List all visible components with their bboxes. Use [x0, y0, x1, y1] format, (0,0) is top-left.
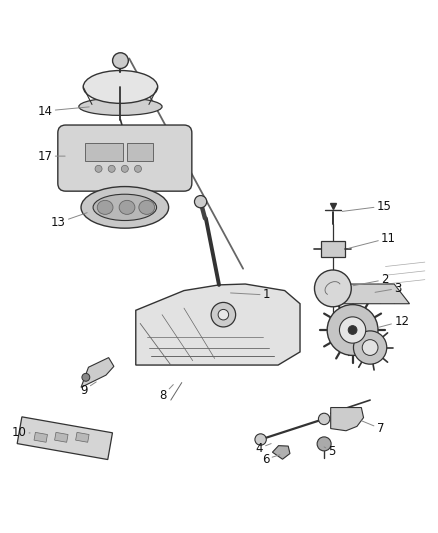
Polygon shape	[272, 446, 290, 459]
Circle shape	[317, 437, 331, 451]
Text: 14: 14	[38, 104, 89, 117]
Circle shape	[218, 310, 229, 320]
Circle shape	[121, 165, 128, 172]
Text: 15: 15	[342, 199, 392, 213]
Circle shape	[318, 413, 330, 425]
Text: 4: 4	[255, 442, 271, 455]
Bar	[85, 143, 123, 161]
Text: 3: 3	[375, 282, 402, 295]
Ellipse shape	[79, 98, 162, 115]
Text: 8: 8	[159, 385, 173, 402]
Text: 17: 17	[38, 150, 65, 163]
Text: 9: 9	[80, 382, 96, 397]
Polygon shape	[34, 432, 47, 442]
Circle shape	[327, 304, 378, 356]
Circle shape	[134, 165, 141, 172]
Text: 2: 2	[353, 273, 389, 286]
Polygon shape	[315, 284, 410, 304]
Circle shape	[339, 317, 366, 343]
Polygon shape	[81, 358, 114, 387]
Circle shape	[314, 270, 351, 307]
Polygon shape	[55, 432, 68, 442]
Circle shape	[362, 340, 378, 356]
Text: 10: 10	[11, 426, 30, 439]
Text: 12: 12	[379, 315, 409, 328]
Ellipse shape	[83, 70, 158, 103]
Ellipse shape	[139, 200, 155, 214]
Text: 1: 1	[230, 288, 270, 302]
Ellipse shape	[93, 194, 156, 221]
Polygon shape	[76, 432, 89, 442]
Circle shape	[82, 374, 90, 381]
Circle shape	[211, 302, 236, 327]
Text: 13: 13	[51, 213, 87, 229]
Circle shape	[108, 165, 115, 172]
Circle shape	[113, 53, 128, 69]
Bar	[127, 143, 153, 161]
Circle shape	[95, 165, 102, 172]
Polygon shape	[17, 417, 113, 459]
Text: 7: 7	[362, 421, 384, 435]
Bar	[321, 241, 345, 257]
Ellipse shape	[81, 187, 169, 228]
Circle shape	[353, 331, 387, 364]
Ellipse shape	[97, 200, 113, 214]
Polygon shape	[331, 408, 364, 431]
Text: 11: 11	[349, 231, 396, 248]
Ellipse shape	[119, 200, 135, 214]
Polygon shape	[136, 284, 300, 365]
Text: 6: 6	[262, 453, 280, 466]
Circle shape	[194, 196, 207, 208]
Text: 5: 5	[324, 445, 336, 458]
Circle shape	[348, 326, 357, 334]
FancyBboxPatch shape	[58, 125, 192, 191]
Circle shape	[255, 434, 266, 445]
